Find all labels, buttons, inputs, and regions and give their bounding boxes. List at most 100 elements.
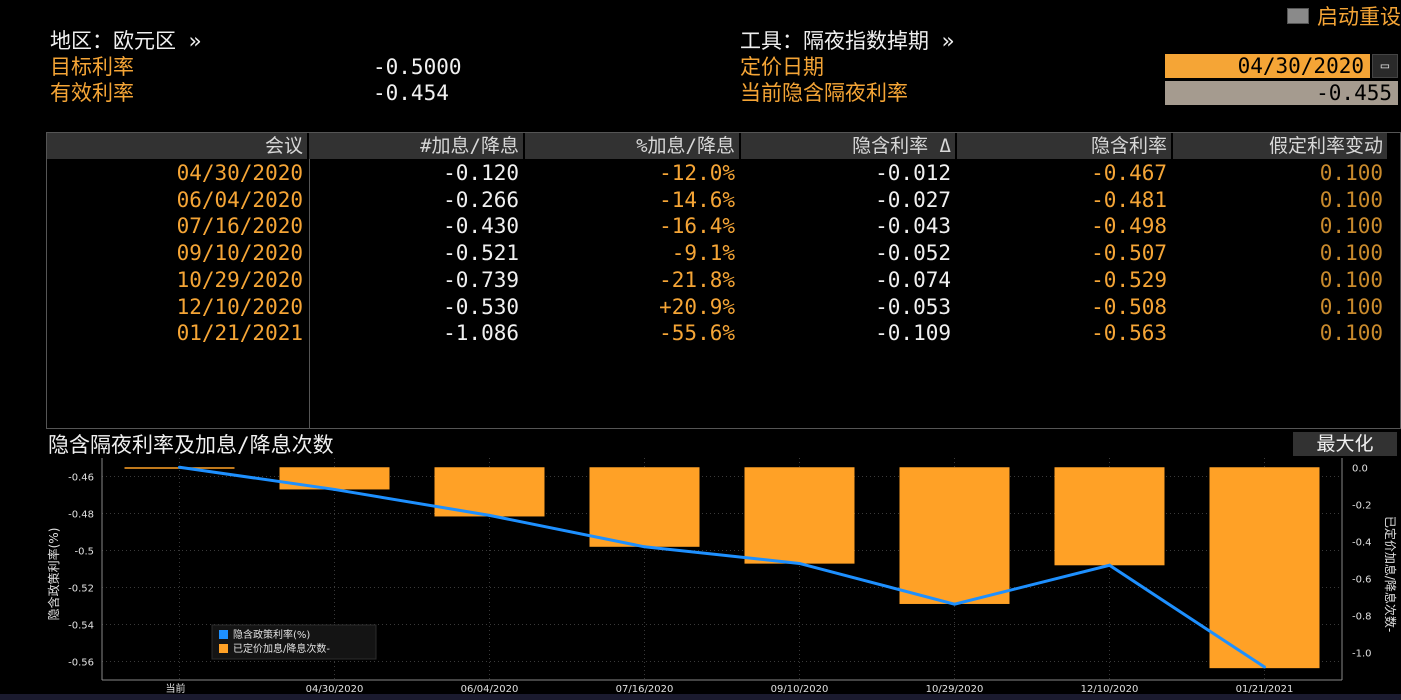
table-divider (309, 133, 310, 428)
cell-assumed-rate-change: 0.100 (1319, 241, 1383, 266)
legend-entry: 已定价加息/降息次数- (233, 642, 330, 655)
table-row[interactable]: 01/21/2021 -1.086 -55.6% -0.109 -0.563 0.100 (47, 320, 1400, 346)
cell-implied-rate: -0.508 (1091, 294, 1167, 319)
target-rate-label: 目标利率 (50, 55, 134, 79)
maximize-button[interactable]: 最大化 (1293, 432, 1397, 456)
x-tick-label: 01/21/2021 (1236, 684, 1294, 695)
column-header-implied-rate-delta[interactable]: 隐含利率 Δ (741, 133, 955, 159)
effective-rate-label: 有效利率 (50, 81, 134, 105)
cell-meeting: 12/10/2020 (176, 294, 303, 319)
bar (279, 467, 390, 490)
line-point (1263, 665, 1266, 669)
y-tick-label: -0.52 (68, 584, 94, 595)
cell-hikes-cuts-pct: -12.0% (659, 161, 735, 185)
cell-implied-rate-delta: -0.053 (875, 294, 951, 319)
line-point (333, 487, 336, 491)
y-tick-label: -0.56 (68, 658, 94, 669)
region-selector[interactable]: 地区：欧元区 » (50, 29, 202, 53)
cell-meeting: 07/16/2020 (176, 214, 303, 239)
cell-implied-rate: -0.498 (1091, 214, 1167, 239)
cell-assumed-rate-change: 0.100 (1319, 267, 1383, 292)
cell-hikes-cuts-count: -0.530 (443, 294, 519, 319)
table-row[interactable]: 06/04/2020 -0.266 -14.6% -0.027 -0.481 0.100 (47, 187, 1400, 213)
line-point (953, 602, 956, 606)
rate-chart: -0.46 -0.48 -0.5 -0.52 -0.54 -0.56 0.0 -0.2 -0.4… (0, 458, 1401, 700)
cell-implied-rate: -0.467 (1091, 161, 1167, 185)
bar (744, 467, 855, 564)
instrument-selector[interactable]: 工具：隔夜指数掉期 » (740, 29, 955, 53)
restart-button[interactable]: 启动重设 (1287, 2, 1401, 30)
line-point (178, 465, 181, 469)
target-rate-value: -0.5000 (373, 55, 462, 79)
y-tick-label: -0.54 (68, 621, 94, 632)
cell-assumed-rate-change: 0.100 (1319, 187, 1383, 212)
legend-entry: 隐含政策利率(%) (233, 628, 310, 641)
cell-hikes-cuts-pct: -9.1% (671, 241, 735, 266)
effective-rate-value: -0.454 (373, 81, 449, 105)
cell-implied-rate-delta: -0.074 (875, 267, 951, 292)
table-row[interactable]: 10/29/2020 -0.739 -21.8% -0.074 -0.529 0.100 (47, 267, 1400, 293)
table-row[interactable]: 09/10/2020 -0.521 -9.1% -0.052 -0.507 0.100 (47, 240, 1400, 266)
y2-tick-label: 0.0 (1352, 463, 1368, 474)
column-header-meeting[interactable]: 会议 (47, 133, 307, 159)
y-axis-label: 隐含政策利率(%) (46, 528, 61, 621)
cell-implied-rate-delta: -0.052 (875, 241, 951, 266)
cell-hikes-cuts-pct: +20.9% (659, 294, 735, 319)
cell-hikes-cuts-pct: -14.6% (659, 187, 735, 212)
cell-hikes-cuts-pct: -16.4% (659, 214, 735, 239)
line-point (643, 545, 646, 549)
cell-implied-rate-delta: -0.109 (875, 321, 951, 346)
checkbox-icon (1287, 8, 1309, 24)
column-header-assumed-rate-change[interactable]: 假定利率变动 (1173, 133, 1387, 159)
series-line (179, 465, 1266, 669)
bar (1054, 467, 1165, 566)
implied-rate-label: 当前隐含隔夜利率 (740, 81, 908, 105)
cell-meeting: 01/21/2021 (176, 321, 303, 346)
y-tick-label: -0.5 (74, 547, 94, 558)
x-tick-label: 12/10/2020 (1081, 684, 1139, 695)
table-row[interactable]: 04/30/2020 -0.120 -12.0% -0.012 -0.467 0.100 (47, 160, 1400, 186)
implied-rate-field: -0.455 (1165, 81, 1398, 105)
column-header-hikes-cuts-pct[interactable]: %加息/降息 (525, 133, 739, 159)
y2-tick-label: -1.0 (1352, 648, 1372, 659)
legend-swatch-bar (219, 644, 228, 653)
column-header-implied-rate[interactable]: 隐含利率 (957, 133, 1171, 159)
y2-tick-label: -0.6 (1352, 574, 1372, 585)
calendar-icon[interactable]: ▭ (1372, 54, 1398, 78)
x-tick-label: 04/30/2020 (306, 684, 364, 695)
x-tick-label: 06/04/2020 (461, 684, 519, 695)
x-tick-label: 10/29/2020 (926, 684, 984, 695)
y-tick-label: -0.48 (68, 510, 94, 521)
cell-hikes-cuts-pct: -21.8% (659, 267, 735, 292)
x-tick-label: 09/10/2020 (771, 684, 829, 695)
meetings-table: 会议 #加息/降息 %加息/降息 隐含利率 Δ 隐含利率 假定利率变动 04/30/202… (46, 132, 1401, 429)
cell-assumed-rate-change: 0.100 (1319, 321, 1383, 346)
cell-hikes-cuts-count: -0.430 (443, 214, 519, 239)
bar (589, 467, 700, 547)
cell-implied-rate-delta: -0.027 (875, 187, 951, 212)
cell-implied-rate-delta: -0.043 (875, 214, 951, 239)
cell-implied-rate: -0.529 (1091, 267, 1167, 292)
line-point (798, 561, 801, 565)
table-row[interactable]: 07/16/2020 -0.430 -16.4% -0.043 -0.498 0.100 (47, 213, 1400, 239)
cell-implied-rate: -0.481 (1091, 187, 1167, 212)
cell-assumed-rate-change: 0.100 (1319, 214, 1383, 239)
table-header: 会议 #加息/降息 %加息/降息 隐含利率 Δ 隐含利率 假定利率变动 (47, 133, 1400, 159)
cell-hikes-cuts-pct: -55.6% (659, 321, 735, 346)
legend-swatch-line (219, 630, 228, 639)
bar (899, 467, 1010, 604)
legend-box (211, 624, 377, 660)
pricing-date-input[interactable]: 04/30/2020 (1165, 54, 1370, 78)
cell-hikes-cuts-count: -0.120 (443, 161, 519, 185)
y2-tick-label: -0.4 (1352, 537, 1372, 548)
cell-implied-rate: -0.507 (1091, 241, 1167, 266)
chart-title: 隐含隔夜利率及加息/降息次数 (48, 433, 334, 457)
cell-hikes-cuts-count: -0.739 (443, 267, 519, 292)
pricing-date-label: 定价日期 (740, 55, 824, 79)
column-header-hikes-cuts-count[interactable]: #加息/降息 (309, 133, 523, 159)
restart-label: 启动重设 (1317, 5, 1401, 29)
cell-meeting: 09/10/2020 (176, 241, 303, 266)
line-point (1108, 563, 1111, 567)
table-row[interactable]: 12/10/2020 -0.530 +20.9% -0.053 -0.508 0.100 (47, 294, 1400, 320)
line-point (488, 513, 491, 517)
